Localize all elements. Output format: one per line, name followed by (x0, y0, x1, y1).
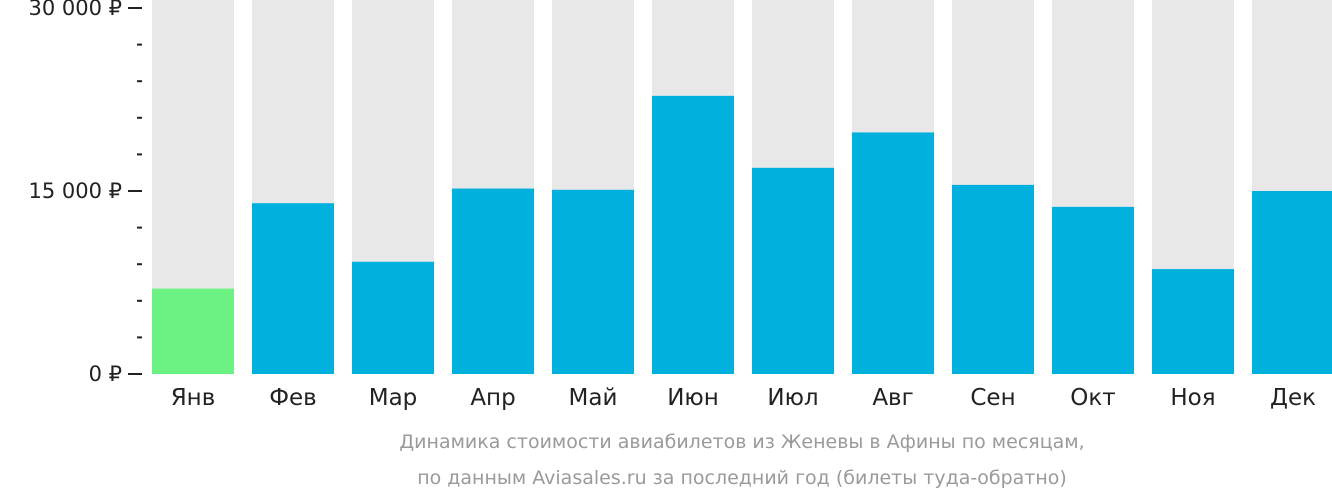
chart-caption-line-2: по данным Aviasales.ru за последний год … (417, 467, 1067, 489)
x-tick-label: Фев (269, 385, 317, 411)
y-tick-label: 0 ₽ (89, 362, 122, 386)
bar (452, 188, 534, 374)
bar (652, 95, 734, 374)
x-tick-label: Июн (667, 385, 719, 411)
x-tick-label: Дек (1270, 385, 1316, 411)
y-tick-label: 15 000 ₽ (28, 179, 122, 203)
bar-chart: Янв Фев Мар Апр Май Июн Июл Авг Сен Окт Ноя Дек 0 ₽ 1… (28, 0, 1332, 411)
bar (952, 184, 1034, 374)
bar (252, 203, 334, 374)
x-tick-label: Янв (171, 385, 216, 411)
bar (152, 288, 234, 374)
bar (752, 167, 834, 374)
x-tick-label: Авг (872, 385, 913, 411)
bar (1252, 191, 1332, 374)
bar (1152, 269, 1234, 374)
x-tick-label: Июл (767, 385, 818, 411)
x-tick-label: Окт (1070, 385, 1115, 411)
bar (852, 132, 934, 374)
x-tick-label: Апр (470, 385, 515, 411)
bar (1052, 206, 1134, 374)
y-tick-label: 30 000 ₽ (28, 0, 122, 20)
x-tick-label: Мар (369, 385, 418, 411)
x-tick-label: Май (569, 385, 618, 411)
chart-caption-line-1: Динамика стоимости авиабилетов из Женевы… (399, 431, 1085, 453)
bar (352, 261, 434, 374)
bar (552, 189, 634, 374)
x-tick-label: Ноя (1170, 385, 1215, 411)
x-tick-label: Сен (970, 385, 1015, 411)
